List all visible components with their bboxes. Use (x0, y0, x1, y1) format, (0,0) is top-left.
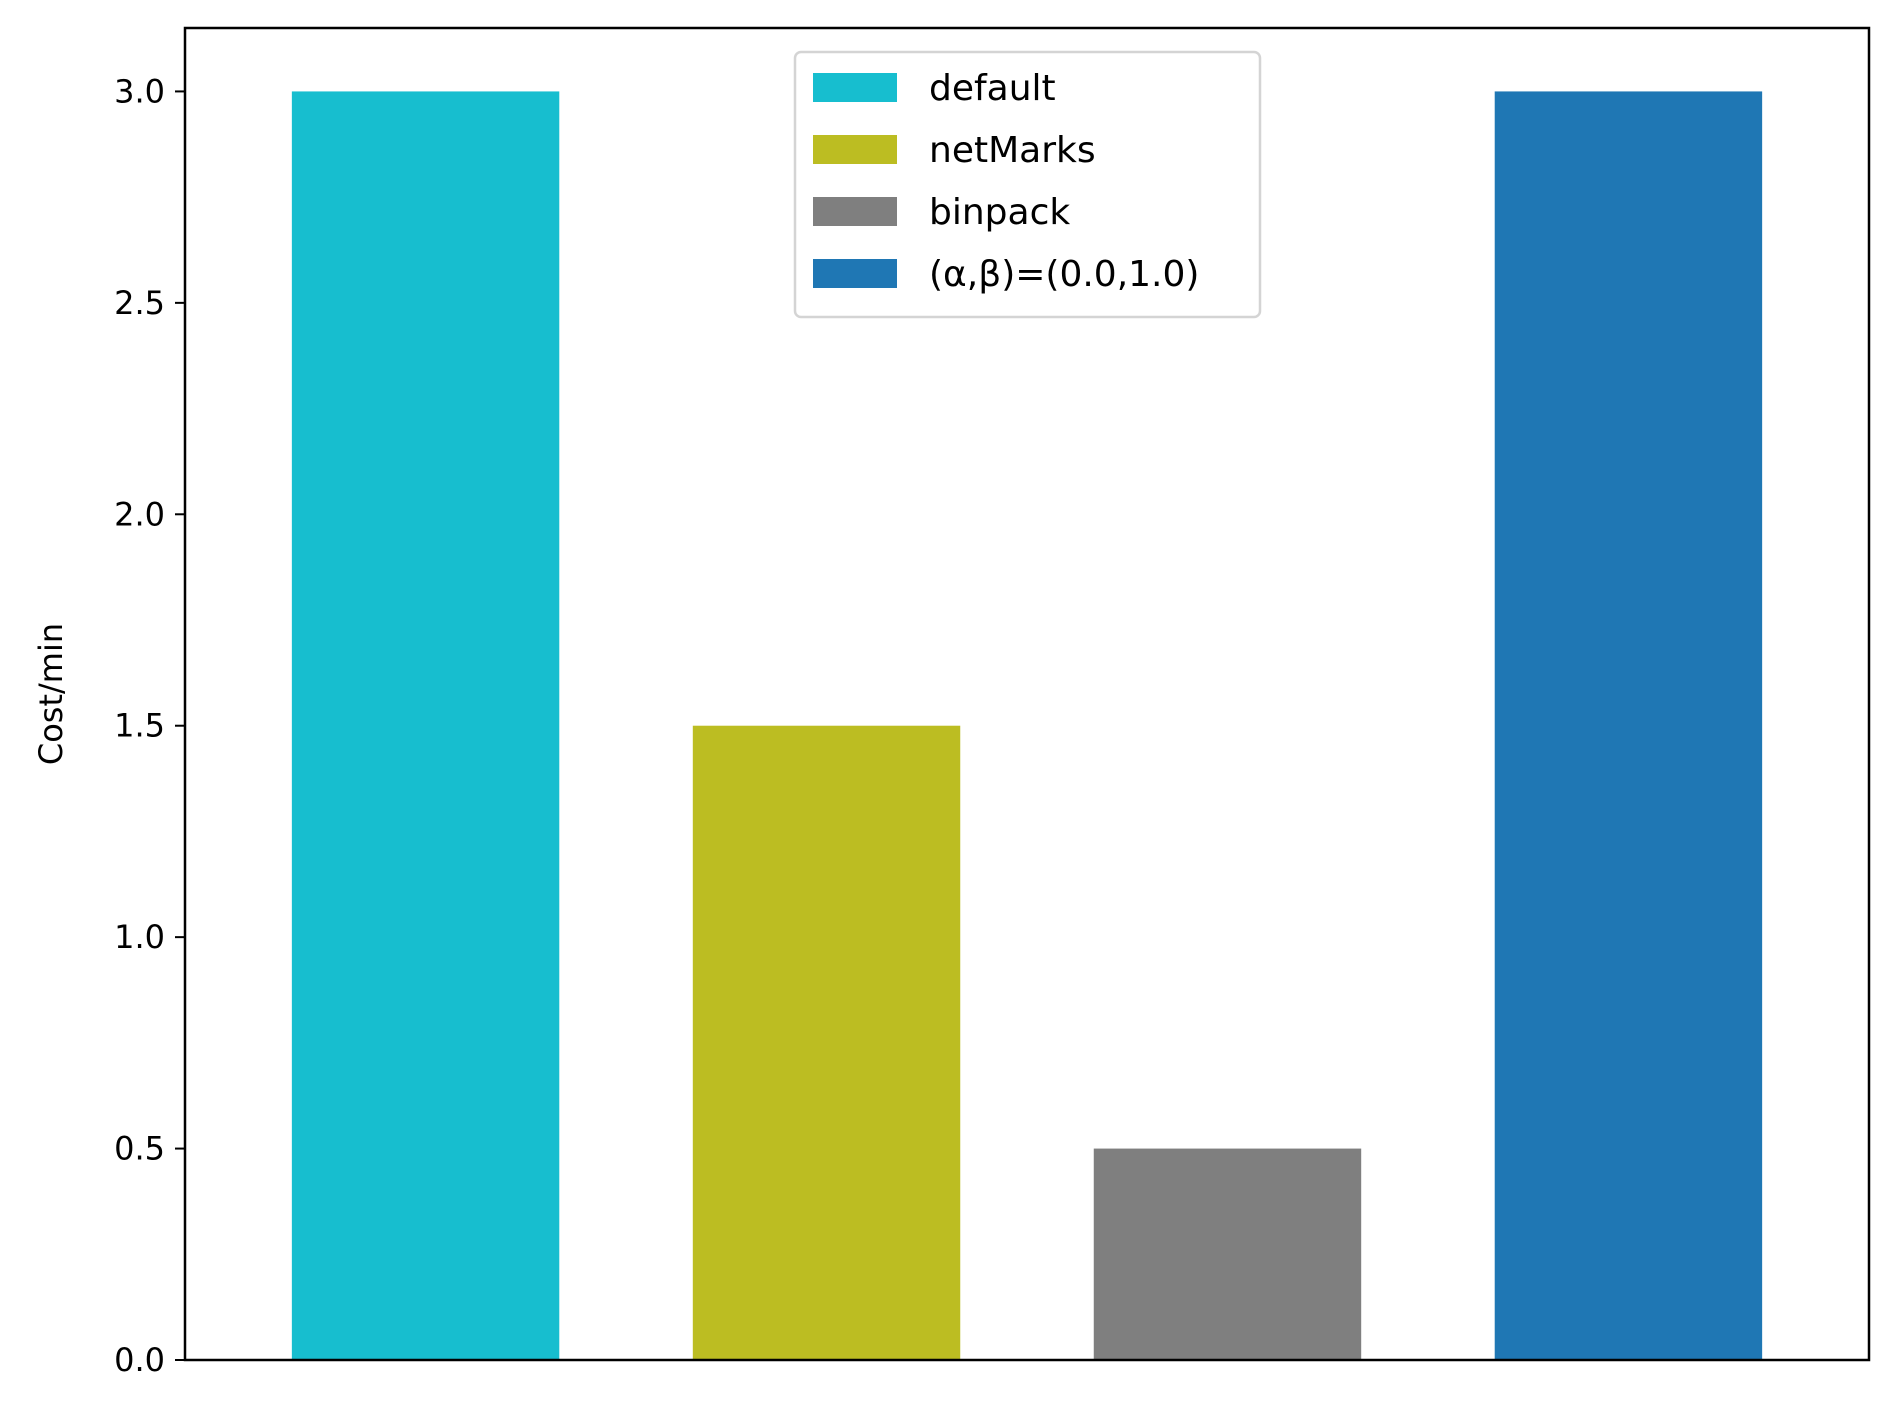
legend-label-2: binpack (929, 192, 1070, 233)
bars-group (291, 91, 1763, 1360)
legend-label-0: default (929, 68, 1056, 109)
y-tick-label: 0.5 (114, 1130, 165, 1168)
legend-label-3: (α,β)=(0.0,1.0) (929, 254, 1199, 295)
y-tick-label: 1.0 (114, 918, 165, 956)
plot-frame (183, 26, 1871, 1362)
y-tick-label: 2.0 (114, 495, 165, 533)
y-tick-label: 1.5 (114, 707, 165, 745)
bar-0 (291, 91, 560, 1360)
legend-swatch-2 (813, 197, 897, 226)
y-tick-label: 3.0 (114, 72, 165, 110)
legend-label-1: netMarks (929, 130, 1096, 171)
legend-swatch-0 (813, 73, 897, 102)
y-axis: 0.0 0.5 1.0 1.5 2.0 2.5 3.0 (114, 72, 185, 1379)
legend: default netMarks binpack (α,β)=(0.0,1.0) (793, 50, 1262, 319)
legend-swatch-1 (813, 135, 897, 164)
legend-swatch-3 (813, 259, 897, 288)
bar-3 (1494, 91, 1763, 1360)
y-axis-label: Cost/min (32, 623, 70, 765)
legend-box (793, 50, 1262, 319)
y-tick-label: 0.0 (114, 1341, 165, 1379)
y-tick-label: 2.5 (114, 284, 165, 322)
bar-2 (1093, 1148, 1362, 1360)
bar-1 (692, 725, 961, 1360)
